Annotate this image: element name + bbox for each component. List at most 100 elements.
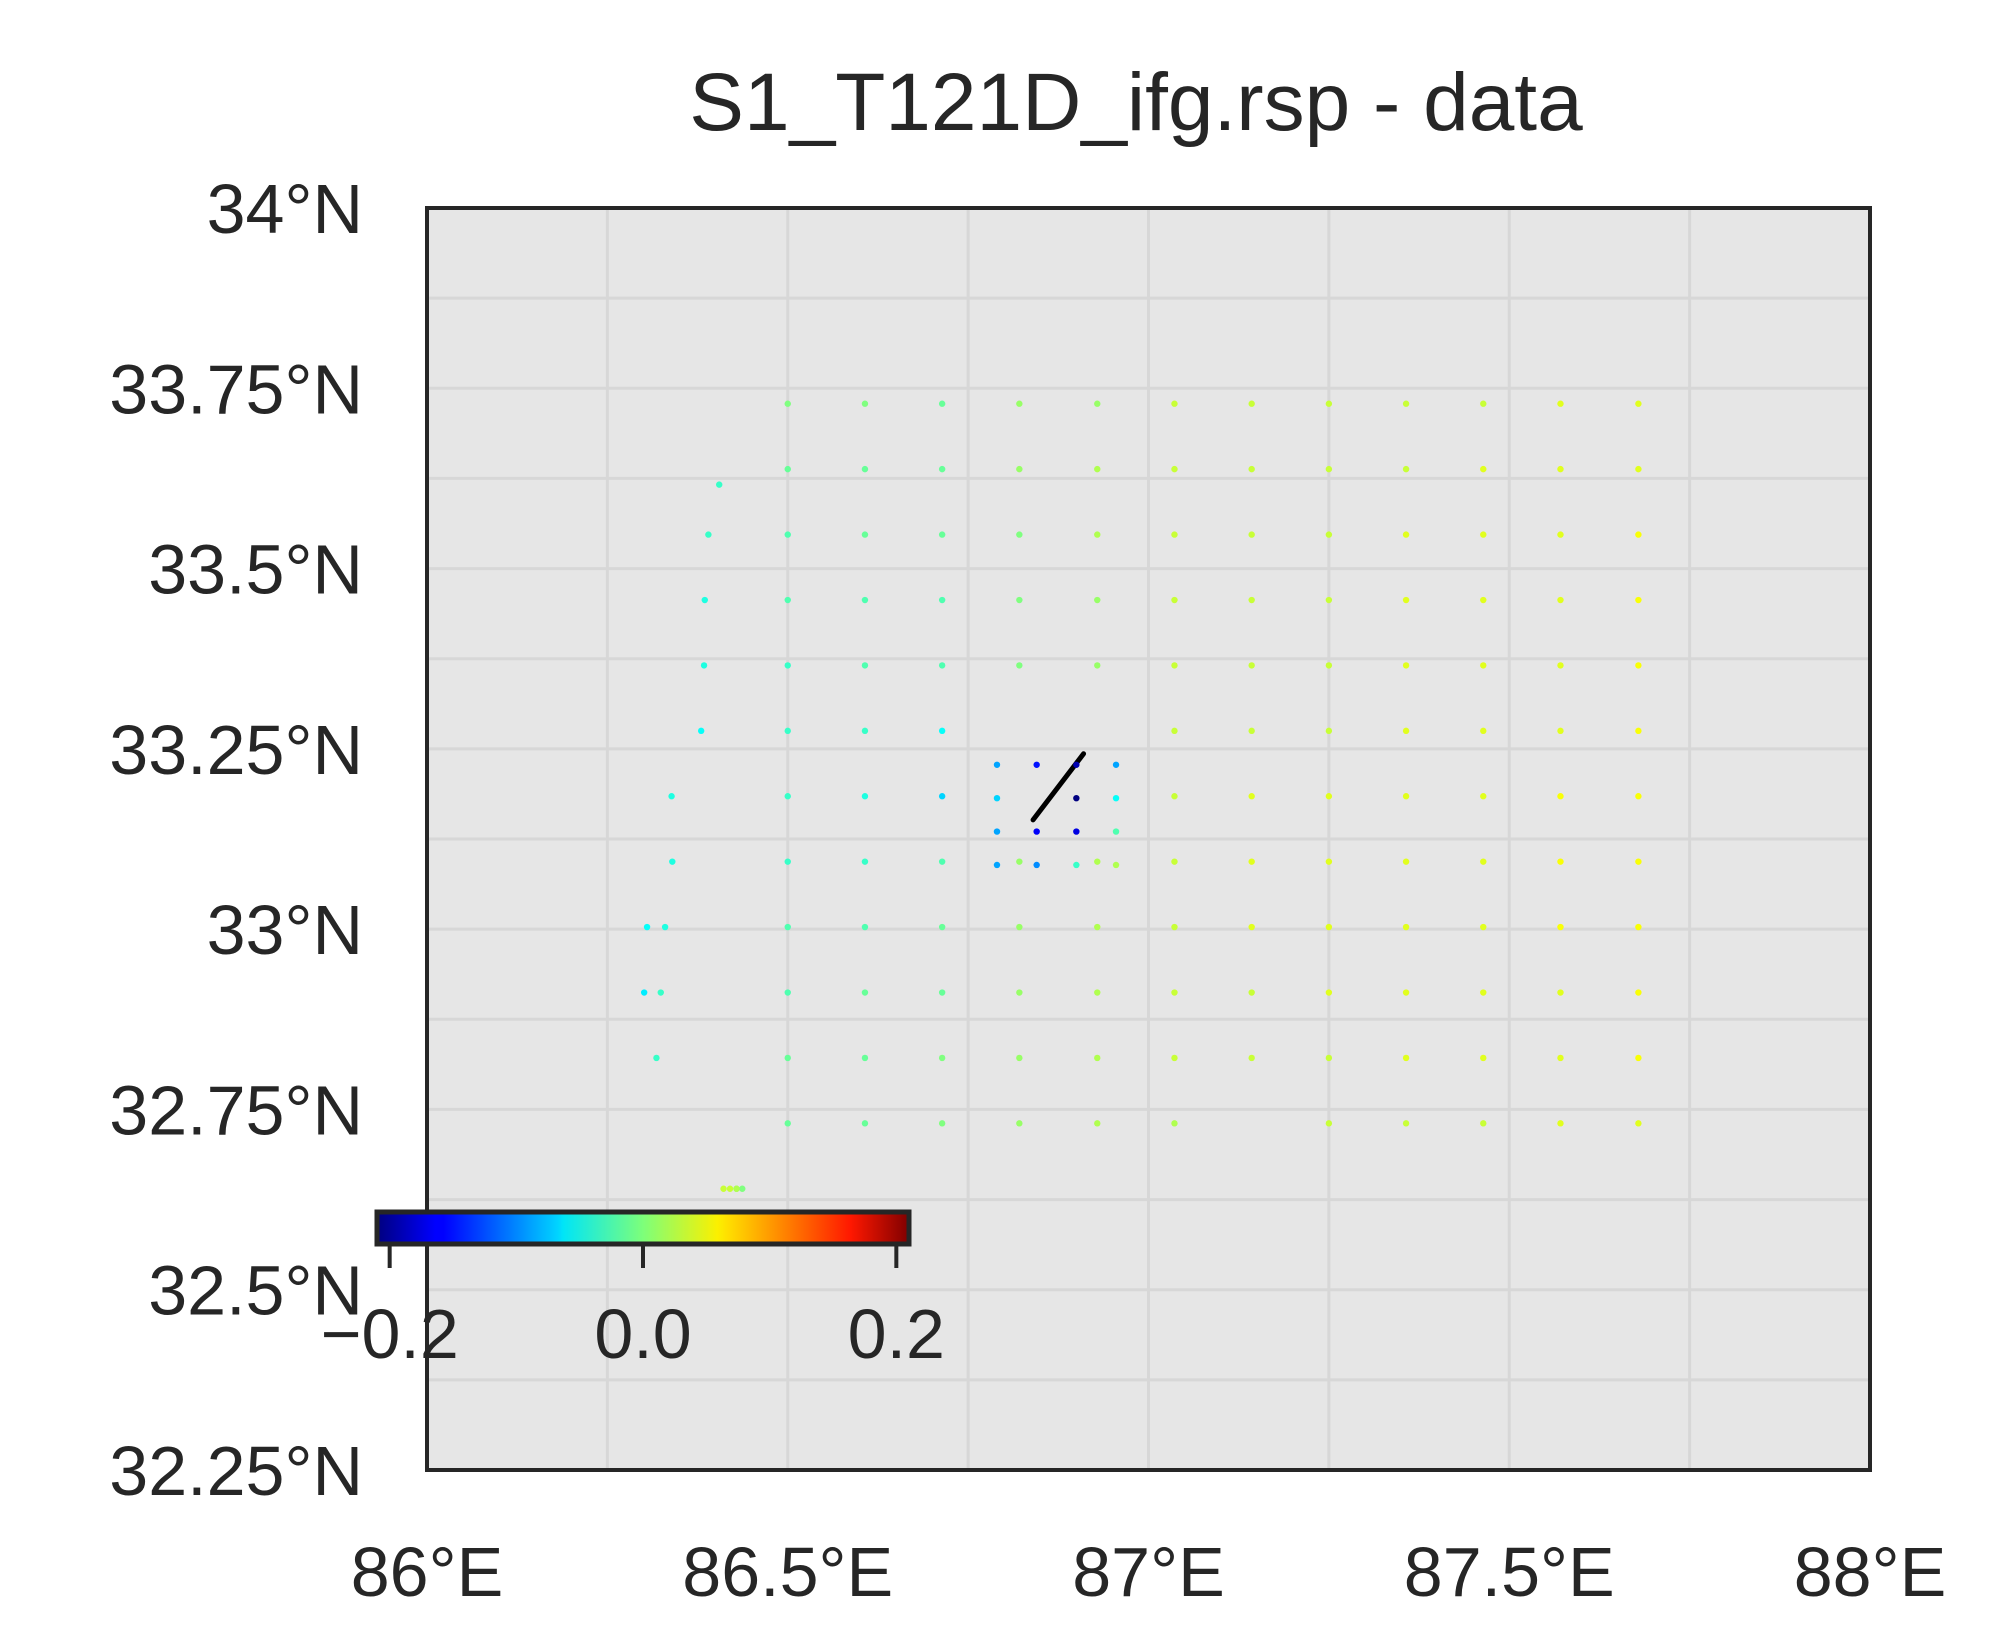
- data-point: [643, 923, 651, 931]
- data-point: [1635, 531, 1642, 538]
- data-point: [861, 400, 869, 407]
- data-point: [1480, 465, 1487, 473]
- data-point: [1635, 923, 1642, 931]
- data-point: [705, 531, 712, 538]
- data-point: [1094, 531, 1101, 538]
- y-tick-label: 32.5°N: [148, 1252, 363, 1330]
- data-point: [993, 828, 1001, 835]
- colorbar-gradient: [374, 1209, 912, 1247]
- data-point: [938, 531, 946, 538]
- data-point: [720, 1185, 727, 1192]
- data-point: [1248, 662, 1255, 669]
- data-point: [784, 858, 791, 865]
- data-point: [938, 1054, 946, 1062]
- data-point: [1635, 596, 1642, 604]
- data-point: [861, 1120, 869, 1127]
- data-point: [1325, 858, 1333, 865]
- data-point: [938, 793, 946, 800]
- data-point: [1635, 1054, 1642, 1062]
- data-point: [1480, 727, 1487, 735]
- data-point: [1402, 662, 1410, 669]
- y-tick-label: 33.5°N: [148, 531, 363, 609]
- data-point: [784, 596, 791, 604]
- data-point: [1402, 531, 1410, 538]
- data-point: [1171, 400, 1178, 407]
- y-tick-label: 33.75°N: [109, 350, 363, 428]
- data-point: [1402, 465, 1410, 473]
- data-point: [1016, 465, 1023, 473]
- data-point: [1325, 1054, 1333, 1062]
- data-point: [938, 727, 946, 735]
- data-point: [938, 400, 946, 407]
- data-point: [1171, 727, 1178, 735]
- y-tick-label: 33.25°N: [109, 711, 363, 789]
- data-point: [1557, 989, 1564, 996]
- data-point: [861, 596, 869, 604]
- data-point: [1402, 727, 1410, 735]
- data-point: [1402, 989, 1410, 996]
- data-point: [1033, 828, 1040, 835]
- data-point: [1402, 858, 1410, 865]
- data-point: [784, 793, 791, 800]
- data-point: [938, 1120, 946, 1127]
- data-point: [938, 989, 946, 996]
- data-point: [993, 794, 1001, 802]
- data-point: [1094, 1120, 1101, 1127]
- y-tick-label: 32.25°N: [109, 1432, 363, 1510]
- data-point: [861, 793, 869, 800]
- x-tick-label: 87°E: [1072, 1533, 1225, 1611]
- data-point: [993, 861, 1001, 869]
- data-point: [1325, 596, 1333, 604]
- data-point: [1480, 923, 1487, 931]
- data-points: [640, 400, 1642, 1192]
- data-point: [739, 1185, 746, 1192]
- data-point: [1557, 662, 1564, 669]
- data-point: [1073, 761, 1080, 768]
- data-point: [1402, 923, 1410, 931]
- x-tick-label: 86°E: [351, 1533, 504, 1611]
- data-point: [1016, 1054, 1023, 1062]
- data-point: [1480, 596, 1487, 604]
- y-axis-tick-labels: 34°N 33.75°N 33.5°N 33.25°N 33°N 32.75°N 32.5°…: [109, 170, 363, 1510]
- data-point: [784, 531, 791, 538]
- data-point: [784, 1054, 791, 1062]
- data-point: [1635, 1120, 1642, 1127]
- data-point: [653, 1054, 660, 1062]
- data-point: [1557, 1054, 1564, 1062]
- data-point: [938, 596, 946, 604]
- data-point: [1171, 793, 1178, 800]
- data-point: [861, 727, 869, 735]
- x-tick-label: 87.5°E: [1404, 1533, 1615, 1611]
- data-point: [1635, 400, 1642, 407]
- data-point: [1073, 794, 1080, 802]
- data-point: [1033, 761, 1040, 768]
- data-point: [1073, 861, 1080, 869]
- chart-title: S1_T121D_ifg.rsp - data: [689, 57, 1583, 148]
- data-point: [1325, 727, 1333, 735]
- data-point: [1248, 923, 1255, 931]
- data-point: [784, 400, 791, 407]
- data-point: [861, 989, 869, 996]
- data-point: [1402, 596, 1410, 604]
- data-point: [1635, 989, 1642, 996]
- data-point: [1094, 989, 1101, 996]
- data-point: [1112, 828, 1120, 835]
- data-point: [1635, 465, 1642, 473]
- data-point: [938, 662, 946, 669]
- data-point: [1248, 1054, 1255, 1062]
- data-point: [668, 793, 675, 800]
- data-point: [938, 923, 946, 931]
- data-point: [1402, 1120, 1410, 1127]
- data-point: [1248, 989, 1255, 996]
- data-point: [1480, 531, 1487, 538]
- data-point: [861, 531, 869, 538]
- data-point: [1635, 858, 1642, 865]
- data-point: [1248, 400, 1255, 407]
- data-point: [1016, 1120, 1023, 1127]
- data-point: [1480, 1120, 1487, 1127]
- data-point: [657, 989, 664, 996]
- data-point: [1557, 923, 1564, 931]
- data-point: [861, 662, 869, 669]
- y-tick-label: 33°N: [207, 891, 363, 969]
- data-point: [1171, 989, 1178, 996]
